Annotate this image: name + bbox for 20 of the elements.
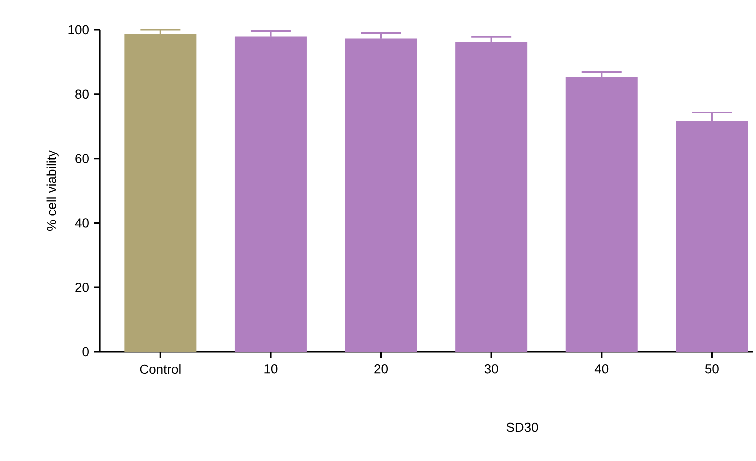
x-tick-label: 50	[705, 364, 719, 374]
bar	[124, 34, 197, 352]
x-tick-label: 40	[594, 364, 609, 374]
y-tick-label: 80	[76, 90, 89, 99]
y-tick-label: 20	[76, 282, 89, 292]
x-tick-label: Control	[140, 364, 181, 374]
bar	[345, 38, 418, 352]
x-tick-label: 20	[374, 364, 388, 374]
y-axis-title: % cell viability	[46, 150, 59, 231]
y-tick-label: 60	[76, 154, 89, 164]
y-tick-label: 100	[68, 25, 89, 35]
bar	[456, 42, 528, 352]
bar	[234, 36, 307, 352]
x-tick-label: 30	[484, 364, 498, 374]
bar	[566, 77, 638, 352]
bar	[676, 121, 748, 352]
x-axis-title: SD30	[506, 422, 538, 432]
y-tick-label: 40	[75, 218, 89, 228]
x-tick-label: 10	[264, 364, 278, 374]
y-tick-label: 0	[82, 347, 89, 357]
